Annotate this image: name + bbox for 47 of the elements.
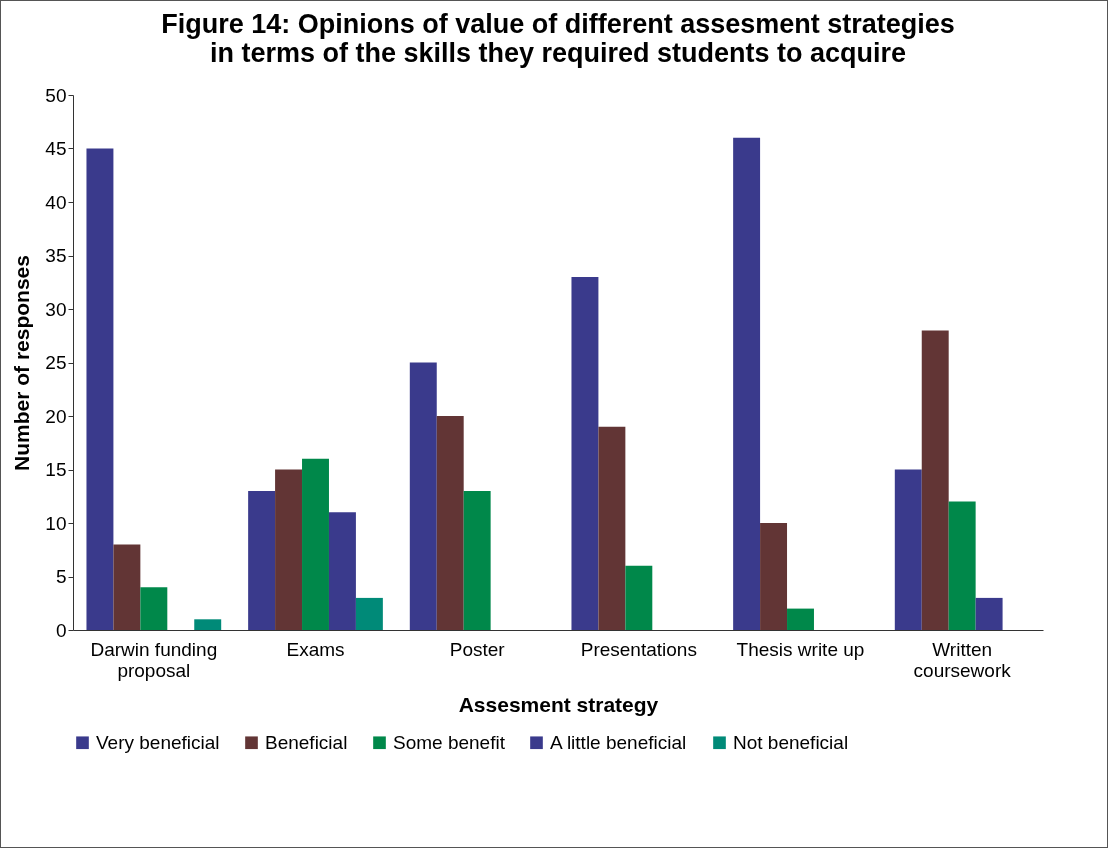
bar [760,523,788,630]
y-tick-label: 45 [45,138,67,159]
y-tick-label: 15 [45,459,67,480]
x-tick-label: Presentations [580,638,697,660]
y-tick-label: 30 [45,298,67,320]
bar [625,565,653,630]
bar [140,587,168,630]
bar [894,469,922,630]
bar [194,619,222,630]
y-tick-label: 10 [45,512,67,534]
legend-label: A little beneficial [550,731,687,753]
legend-label: Not beneficial [733,731,849,753]
bar [598,426,626,630]
x-tick-label: Poster [449,638,506,660]
x-axis-title: Assesment strategy [458,692,659,716]
y-axis-title: Number of responses [10,255,34,471]
bar [571,276,599,630]
y-tick-label: 35 [45,245,67,266]
bar [921,330,949,630]
x-tick-label: Thesis write up [736,638,865,660]
bar [975,597,1003,630]
y-tick-label: 25 [45,352,67,373]
bar [733,137,761,630]
bar [248,490,276,630]
y-tick-label: 20 [45,405,67,427]
bar [409,362,437,630]
y-tick-label: 0 [55,619,67,641]
bar [328,512,356,630]
y-tick-label: 5 [55,566,67,587]
bar [275,469,303,630]
y-tick-label: 40 [45,191,67,213]
bar [302,458,329,630]
x-tick-label: Darwin funding proposal [90,638,218,681]
bar [463,490,491,630]
bar [787,608,814,630]
legend-label: Very beneficial [96,731,220,753]
bar [355,597,383,630]
bar [948,501,976,630]
bar [86,148,114,630]
x-tick-label: Written coursework [913,638,1012,681]
y-tick-label: 50 [45,84,67,106]
chart-title: Figure 14: Opinions of value of different assesment strategies in terms of the skills they required students to acquire [161,9,955,68]
bar [113,544,141,630]
legend-label: Beneficial [265,731,348,753]
legend-label: Some benefit [393,731,506,753]
x-tick-label: Exams [286,638,345,660]
bar [436,416,464,630]
